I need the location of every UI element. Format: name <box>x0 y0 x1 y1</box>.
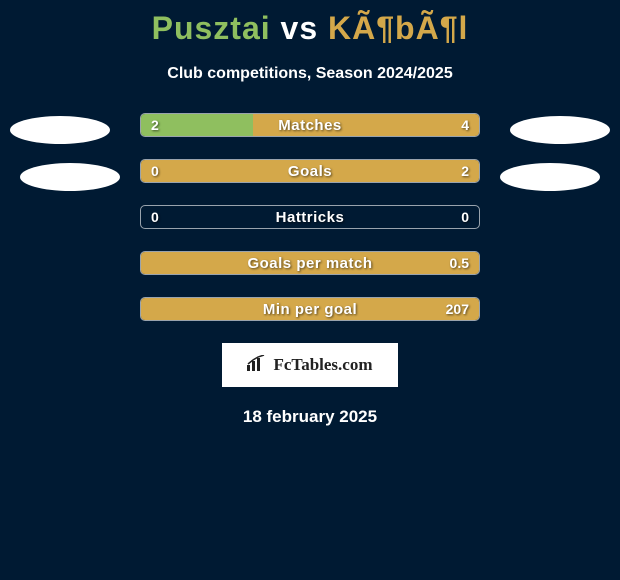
player2-badge-bottom <box>500 163 600 191</box>
stat-bar: 24Matches <box>140 113 480 137</box>
player1-badge-top <box>10 116 110 144</box>
chart-icon <box>247 355 267 376</box>
logo-text: FcTables.com <box>273 355 372 375</box>
stat-bar: 02Goals <box>140 159 480 183</box>
bar-label: Matches <box>141 114 479 136</box>
logo-box: FcTables.com <box>222 343 398 387</box>
stat-bar: 00Hattricks <box>140 205 480 229</box>
logo: FcTables.com <box>247 355 372 376</box>
bar-label: Goals <box>141 160 479 182</box>
player1-name: Pusztai <box>152 10 271 46</box>
player2-name: KÃ¶bÃ¶l <box>328 10 468 46</box>
player1-badge-bottom <box>20 163 120 191</box>
comparison-title: Pusztai vs KÃ¶bÃ¶l <box>0 0 620 47</box>
stat-bar: 0.5Goals per match <box>140 251 480 275</box>
bars-container: 24Matches 02Goals 00Hattricks 0.5Goals per … <box>140 113 480 321</box>
vs-text: vs <box>281 10 319 46</box>
chart-area: 24Matches 02Goals 00Hattricks 0.5Goals per … <box>0 113 620 427</box>
date: 18 february 2025 <box>0 407 620 427</box>
bar-label: Min per goal <box>141 298 479 320</box>
player2-badge-top <box>510 116 610 144</box>
subtitle: Club competitions, Season 2024/2025 <box>0 65 620 83</box>
bar-label: Hattricks <box>141 206 479 228</box>
bar-label: Goals per match <box>141 252 479 274</box>
stat-bar: 207Min per goal <box>140 297 480 321</box>
